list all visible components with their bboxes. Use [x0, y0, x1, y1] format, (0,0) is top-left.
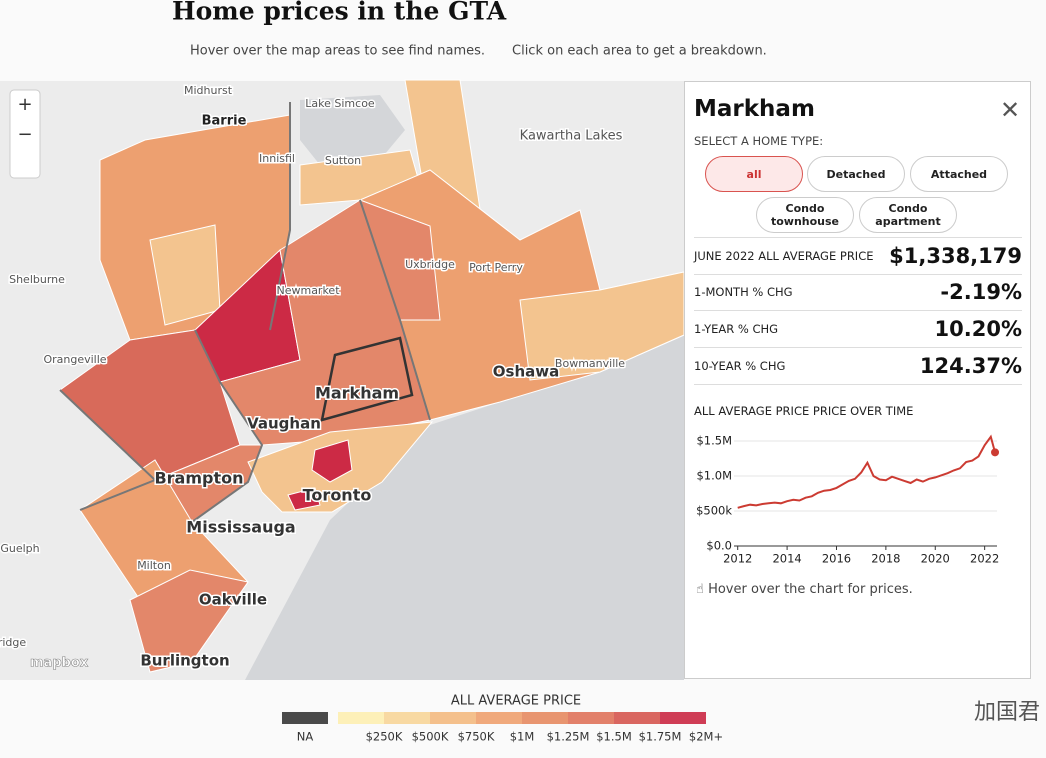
place-label: Lake Simcoe: [305, 97, 375, 110]
legend-label: $1.75M: [639, 730, 682, 744]
place-label: Sutton: [325, 154, 361, 167]
home-type-button[interactable]: Condo apartment: [859, 197, 957, 233]
stat-value: $1,338,179: [889, 244, 1022, 268]
legend-label: $1.25M: [547, 730, 590, 744]
zoom-control: [9, 89, 41, 179]
chart-hint: ☝ Hover over the chart for prices.: [696, 582, 913, 597]
stat-row: 1-YEAR % CHG 10.20%: [694, 311, 1022, 348]
home-type-button[interactable]: Condo townhouse: [756, 197, 854, 233]
x-tick-label: 2016: [822, 552, 851, 566]
stat-label: JUNE 2022 ALL AVERAGE PRICE: [694, 249, 874, 263]
place-label: Oshawa: [493, 363, 559, 381]
home-type-button[interactable]: Attached: [910, 156, 1008, 192]
current-point: [991, 448, 1000, 457]
region[interactable]: [287, 487, 321, 511]
regions: [59, 79, 685, 673]
lake: [245, 335, 684, 680]
select-label: SELECT A HOME TYPE:: [694, 134, 824, 148]
place-label: Mississauga: [186, 518, 295, 537]
attribution: mapbox: [30, 656, 89, 671]
stat-row: 1-MONTH % CHG -2.19%: [694, 274, 1022, 311]
legend-label: $1.5M: [596, 730, 632, 744]
legend-label: $750K: [458, 730, 495, 744]
legend-title: ALL AVERAGE PRICE: [451, 694, 581, 709]
stat-label: 1-MONTH % CHG: [694, 285, 793, 299]
hint: Hover over the map areas to see find nam…: [190, 44, 485, 59]
price-line: [737, 434, 996, 509]
place-label: Orangeville: [43, 353, 106, 366]
x-tick-label: 2018: [871, 552, 900, 566]
place-label: Kawartha Lakes: [520, 129, 623, 144]
close-button[interactable]: ✕: [1000, 96, 1021, 124]
place-label: Burlington: [140, 652, 229, 670]
chart-title: ALL AVERAGE PRICE PRICE OVER TIME: [694, 404, 914, 418]
zoom-out[interactable]: −: [17, 124, 32, 145]
selected-area: [320, 336, 414, 422]
legend-label: $2M+: [689, 730, 723, 744]
place-label: ridge: [0, 636, 26, 649]
place-label: Uxbridge: [405, 258, 455, 271]
place-label: Toronto: [303, 486, 372, 505]
region[interactable]: [129, 569, 249, 673]
place-label: Milton: [137, 559, 171, 572]
legend-label: $1M: [510, 730, 535, 744]
legend-swatch: [430, 712, 476, 724]
stat-label: 10-YEAR % CHG: [694, 359, 786, 373]
place-label: Barrie: [202, 114, 247, 129]
stat-value: 124.37%: [919, 354, 1022, 378]
stat-label: 1-YEAR % CHG: [694, 322, 779, 336]
detail-panel: Markham ✕ SELECT A HOME TYPE: all Detache…: [684, 81, 1031, 679]
borders: [59, 102, 431, 523]
region[interactable]: [311, 439, 353, 483]
x-tick-label: 2014: [772, 552, 801, 566]
stat-row: JUNE 2022 ALL AVERAGE PRICE $1,338,179: [694, 237, 1022, 275]
place-label: Vaughan: [247, 415, 321, 433]
y-tick-label: $500k: [696, 504, 732, 518]
hint: Click on each area to get a breakdown.: [512, 44, 767, 59]
stat-value: 10.20%: [934, 317, 1022, 341]
home-type-button[interactable]: Detached: [807, 156, 905, 192]
home-type-button[interactable]: all: [705, 156, 803, 192]
x-tick-label: 2022: [970, 552, 999, 566]
stat-row: 10-YEAR % CHG 124.37%: [694, 348, 1022, 385]
legend-swatch: [338, 712, 384, 724]
legend-swatch: [282, 712, 328, 724]
legend-label: $500K: [412, 730, 449, 744]
place-label: Bowmanville: [555, 357, 625, 370]
map[interactable]: Midhurst Barrie Lake Simcoe Innisfil Sutton K…: [0, 79, 685, 680]
y-tick-label: $1.0M: [696, 469, 732, 483]
legend-swatch: [476, 712, 522, 724]
x-tick-label: 2012: [723, 552, 752, 566]
place-label: Innisfil: [259, 152, 295, 165]
place-label: Oakville: [199, 591, 267, 609]
place-label: Shelburne: [9, 273, 65, 286]
place-label: Newmarket: [276, 284, 340, 297]
legend-swatch: [614, 712, 660, 724]
legend-label: $250K: [366, 730, 403, 744]
price-chart[interactable]: $0.0 $500k $1.0M $1.5M 2012 2014 2016 2018 2020 2…: [685, 422, 1030, 572]
legend-label: NA: [297, 730, 314, 744]
page-title: Home prices in the GTA: [172, 0, 507, 26]
lake: [300, 95, 405, 165]
legend-swatch: [384, 712, 430, 724]
y-tick-label: $0.0: [706, 539, 732, 553]
zoom-in[interactable]: +: [17, 94, 32, 115]
region-name: Markham: [694, 96, 815, 122]
x-tick-label: 2020: [921, 552, 950, 566]
place-label: Markham: [315, 384, 399, 403]
legend-swatch: [660, 712, 706, 724]
place-label: Brampton: [154, 469, 243, 488]
y-tick-label: $1.5M: [696, 434, 732, 448]
hint-text: Hover over the chart for prices.: [708, 582, 913, 597]
place-label: Guelph: [0, 542, 39, 555]
place-label: Port Perry: [469, 261, 523, 274]
stat-value: -2.19%: [940, 280, 1022, 304]
legend-swatch: [568, 712, 614, 724]
place-label: Midhurst: [184, 84, 233, 97]
watermark: 加国君: [974, 700, 1040, 725]
legend-swatch: [522, 712, 568, 724]
